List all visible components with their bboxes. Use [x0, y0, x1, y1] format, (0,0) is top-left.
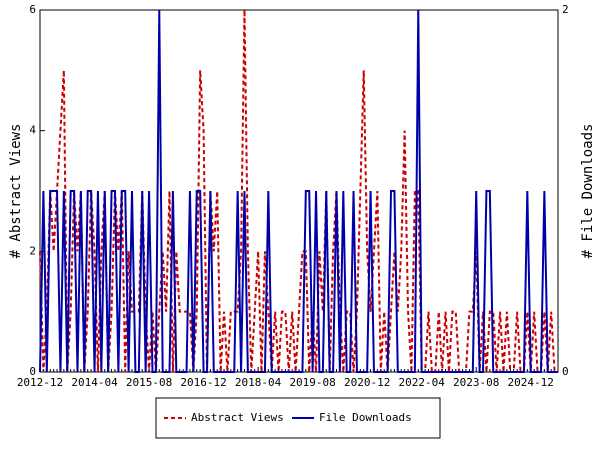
y2-tick-label: 2	[562, 3, 569, 16]
y2-axis-title: # File Downloads	[580, 124, 596, 259]
x-tick-label: 2015-08	[126, 376, 172, 389]
x-tick-label: 2016-12	[180, 376, 226, 389]
x-tick-label: 2019-08	[289, 376, 335, 389]
legend-label: File Downloads	[319, 411, 412, 424]
legend-label: Abstract Views	[191, 411, 284, 424]
x-tick-label: 2020-12	[344, 376, 390, 389]
legend	[155, 397, 441, 439]
x-tick-label: 2024-12	[508, 376, 554, 389]
x-tick-label: 2018-04	[235, 376, 282, 389]
x-tick-label: 2022-04	[399, 376, 446, 389]
x-tick-label: 2023-08	[453, 376, 499, 389]
y-tick-label: 0	[29, 365, 36, 378]
x-tick-label: 2014-04	[71, 376, 118, 389]
y-tick-label: 4	[29, 124, 36, 137]
y-tick-label: 2	[29, 244, 36, 257]
y-axis-title: # Abstract Views	[8, 124, 24, 259]
x-tick-label: 2012-12	[17, 376, 63, 389]
y-tick-label: 6	[29, 3, 36, 16]
y2-tick-label: 0	[562, 365, 569, 378]
series-line	[39, 9, 558, 373]
series-line	[39, 9, 558, 373]
